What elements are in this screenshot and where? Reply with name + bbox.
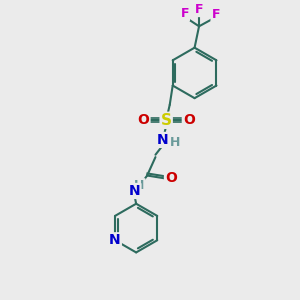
Text: N: N — [157, 133, 168, 147]
Text: N: N — [109, 233, 121, 247]
Text: O: O — [138, 113, 149, 127]
Text: H: H — [134, 179, 145, 192]
Text: O: O — [165, 172, 177, 185]
Text: O: O — [183, 113, 195, 127]
Text: F: F — [181, 7, 189, 20]
Text: N: N — [129, 184, 140, 198]
Text: S: S — [161, 113, 172, 128]
Text: F: F — [212, 8, 220, 21]
Text: F: F — [195, 3, 203, 16]
Text: H: H — [170, 136, 180, 149]
